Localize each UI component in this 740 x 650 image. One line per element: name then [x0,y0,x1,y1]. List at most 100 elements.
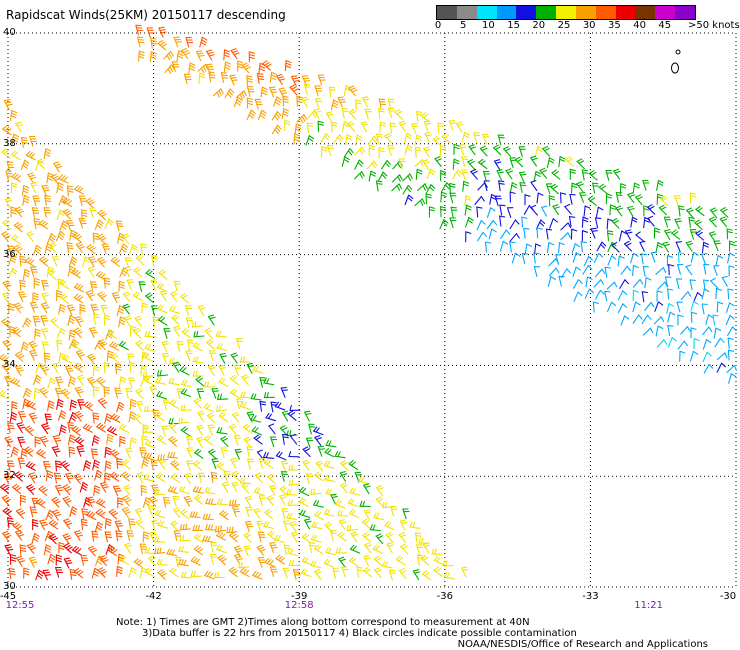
barb-flag [210,524,214,531]
barb-flag [82,481,89,486]
barb-flag [276,535,281,541]
wind-barb [310,488,322,495]
wind-barb [246,411,255,423]
barb-flag [231,411,238,416]
wind-barb [154,547,166,555]
barb-flag [465,207,472,211]
wind-barb [145,269,156,279]
barb-flag [103,362,110,365]
wind-barb [258,458,266,469]
barb-flag [47,470,53,474]
barb-flag [207,536,211,542]
barb-flag [4,220,10,225]
barb-staff [530,157,537,167]
wind-barb [256,544,266,556]
barb-flag [159,283,164,289]
barb-flag [200,67,205,74]
barb-flag [263,451,267,458]
wind-barb [219,352,227,364]
barb-flag [182,294,188,299]
barb-flag [74,316,81,319]
barb-staff [375,535,384,545]
barb-flag [22,344,29,349]
barb-staff [158,460,166,470]
barb-flag [114,259,121,264]
barb-flag [48,400,55,404]
barb-flag [219,498,223,505]
barb-staff [219,353,226,364]
barb-flag [43,352,51,355]
wind-barb [186,447,194,459]
wind-barb [170,291,178,303]
barb-flag [19,284,27,288]
barb-flag [11,254,17,258]
wind-barb [206,339,215,350]
barb-staff [240,396,252,399]
barb-flag [220,525,222,532]
barb-flag [90,357,97,361]
barb-flag [382,502,385,509]
wind-barb [39,519,48,531]
wind-barb [55,387,64,399]
barb-flag [582,172,589,174]
barb-flag [157,40,164,44]
barb-flag [576,158,583,163]
barb-flag [143,452,148,458]
barb-flag [69,332,76,336]
barb-flag [326,509,331,516]
wind-barb [354,471,362,483]
barb-flag [384,561,388,568]
wind-barb [68,412,78,423]
barb-flag [223,484,230,487]
barb-flag [668,264,675,267]
wind-barb [87,376,97,388]
barb-staff [449,217,454,229]
barb-flag [405,135,412,140]
barb-flag [686,326,691,332]
barb-flag [67,422,74,424]
wind-barb [18,291,27,303]
barb-flag [196,436,203,440]
barb-staff [728,373,732,384]
barb-flag [199,307,206,310]
wind-barb [414,134,423,146]
barb-flag [40,221,46,226]
barb-staff [173,280,178,292]
wind-barb [565,156,574,167]
barb-flag [11,172,17,178]
wind-barb [256,520,264,532]
barb-flag [22,200,29,204]
barb-flag [94,459,100,464]
barb-flag [38,219,44,225]
wind-barb [594,268,606,278]
wind-barb [241,62,251,74]
barb-flag [386,159,391,166]
barb-flag [55,554,62,558]
wind-barb [107,329,117,339]
barb-flag [695,205,701,211]
barb-flag [296,98,303,101]
barb-staff [462,180,465,192]
barb-flag [2,233,9,237]
barb-flag [207,68,215,71]
wind-barb [290,531,299,543]
barb-flag [0,390,4,395]
barb-flag [207,498,211,505]
barb-flag [351,89,358,93]
barb-flag [146,405,149,412]
barb-flag [658,204,665,209]
barb-staff [702,351,708,363]
barb-flag [396,110,403,115]
barb-flag [259,460,266,463]
barb-flag [316,472,322,478]
barb-flag [4,508,10,513]
barb-flag [448,119,456,122]
barb-flag [233,52,240,56]
barb-flag [283,544,291,547]
barb-flag [150,53,157,57]
barb-flag [50,244,57,248]
barb-flag [163,499,170,502]
barb-flag [346,136,352,141]
barb-flag [21,450,28,455]
barb-flag [292,88,299,92]
